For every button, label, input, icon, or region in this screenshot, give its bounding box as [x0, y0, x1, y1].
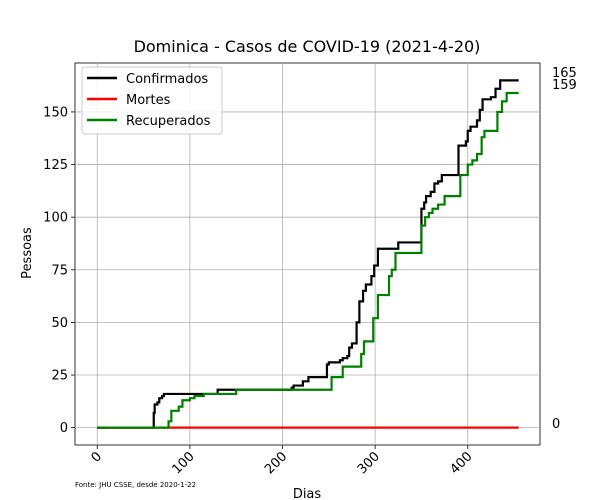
- legend-box: [81, 66, 223, 135]
- legend-label-mortes: Mortes: [126, 93, 171, 108]
- chart-title: Dominica - Casos de COVID-19 (2021-4-20): [134, 37, 481, 56]
- legend: Confirmados Mortes Recuperados: [81, 66, 223, 135]
- x-axis-label: Dias: [293, 487, 322, 500]
- y-axis: 0 25 50 75 100 125 150: [43, 105, 75, 436]
- source-note: Fonte: JHU CSSE, desde 2020-1-22: [75, 481, 196, 489]
- series-line-recuperados: [97, 91, 519, 429]
- legend-label-recuperados: Recuperados: [126, 114, 211, 129]
- y-tick-label: 150: [43, 105, 68, 120]
- plot-area: [74, 62, 541, 446]
- y-axis-label: Pessoas: [20, 227, 35, 279]
- end-label: 159: [552, 78, 577, 93]
- y-tick-label: 25: [51, 369, 68, 384]
- y-tick-label: 100: [43, 211, 68, 226]
- y-tick-label: 125: [43, 158, 68, 173]
- legend-label-confirmados: Confirmados: [126, 72, 208, 87]
- plot-frame: [74, 62, 541, 446]
- series-line-confirmados: [97, 79, 519, 429]
- series-layer: [97, 79, 519, 429]
- y-tick-label: 0: [60, 421, 68, 436]
- y-tick-label: 75: [51, 263, 68, 278]
- end-label: 0: [552, 417, 560, 432]
- y-tick-label: 50: [51, 316, 68, 331]
- end-label: 165: [552, 66, 577, 81]
